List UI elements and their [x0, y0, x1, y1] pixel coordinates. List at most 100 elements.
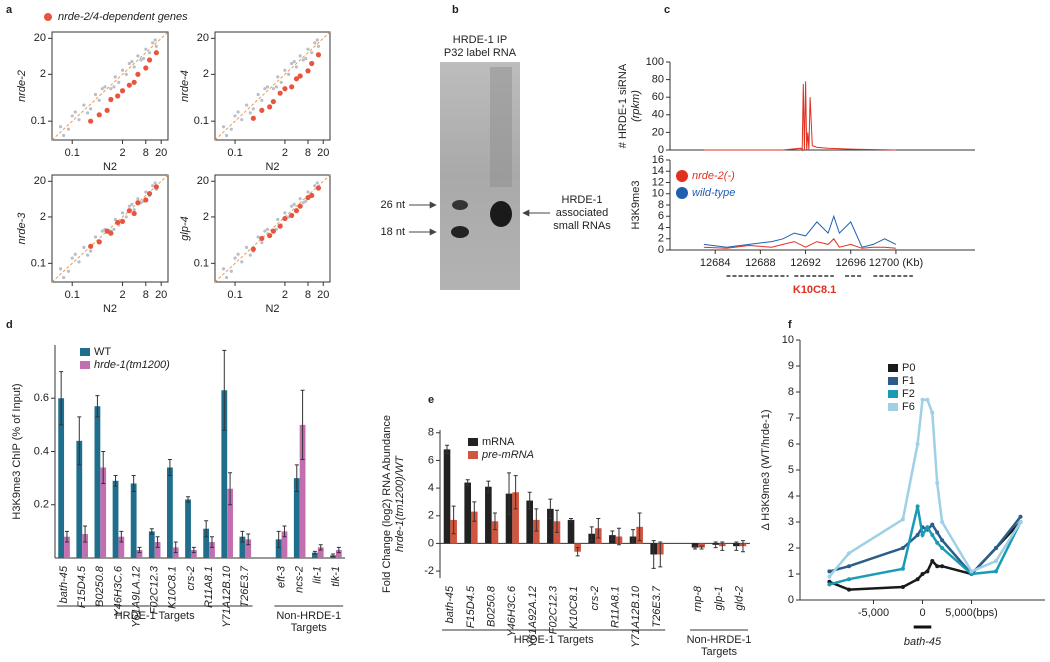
marker	[925, 397, 930, 402]
error-bar	[240, 530, 245, 543]
bar	[118, 536, 125, 558]
bar	[317, 547, 324, 558]
y-tick-label: 0.6	[34, 392, 49, 404]
point	[96, 239, 102, 245]
legend-label: WT	[94, 346, 111, 358]
point	[309, 192, 315, 199]
x-tick-label: 2	[119, 147, 125, 159]
point	[146, 191, 153, 197]
point	[316, 44, 321, 48]
point	[310, 51, 314, 55]
point	[153, 50, 159, 56]
point	[283, 68, 287, 72]
point	[130, 60, 134, 64]
error-bar	[658, 541, 663, 568]
point	[270, 228, 276, 234]
error-bar	[167, 458, 172, 476]
x-tick-label: K10C8.1	[167, 566, 179, 609]
error-bar	[64, 530, 69, 543]
point	[274, 85, 279, 89]
x-tick-label: Y46H3C.6	[506, 585, 518, 637]
marker	[847, 551, 851, 556]
legend-swatch	[676, 187, 688, 199]
point	[276, 217, 280, 222]
x-tick-label: Y61A92A.12	[527, 586, 539, 648]
point	[100, 229, 104, 233]
y-tick-label: 2	[203, 211, 209, 223]
error-bar	[137, 546, 142, 554]
size-marker: 18 nt	[381, 226, 405, 238]
x-tick-label: T26E3.7	[651, 585, 663, 627]
point	[263, 87, 267, 91]
legend-swatch	[676, 170, 688, 182]
y-tick-label: 6	[658, 210, 664, 222]
error-bar	[472, 501, 477, 522]
point	[289, 84, 295, 90]
point	[135, 200, 141, 206]
y-axis-label: # HRDE-1 siRNA	[617, 63, 629, 148]
point	[62, 133, 66, 138]
point	[229, 269, 233, 273]
bar	[190, 550, 197, 558]
gel-band	[452, 200, 468, 210]
y-tick-label: 8	[788, 386, 794, 398]
bar	[94, 406, 101, 558]
bar	[443, 449, 451, 544]
y-axis-label: Fold Change (log2) RNA Abundance	[381, 415, 393, 593]
x-tick-label: 20	[317, 147, 329, 159]
bar	[154, 542, 161, 558]
marker	[915, 533, 920, 537]
marker	[994, 546, 998, 550]
point	[73, 252, 77, 256]
legend-label: hrde-1(tm1200)	[94, 359, 170, 371]
error-bar	[445, 444, 450, 455]
bar	[221, 390, 228, 558]
marker	[847, 577, 851, 582]
point	[304, 199, 308, 203]
point	[58, 125, 63, 129]
y-axis-label: nrde-2	[16, 70, 28, 102]
point	[265, 227, 270, 231]
y-tick-label: 2	[203, 68, 209, 80]
legend-swatch	[80, 361, 90, 369]
x-tick-label: gld-2	[734, 586, 746, 610]
panel-label: d	[6, 319, 13, 331]
point	[313, 184, 317, 188]
marker	[915, 442, 920, 446]
point	[86, 253, 90, 257]
size-marker: 26 nt	[381, 199, 405, 211]
legend-swatch	[888, 377, 898, 385]
x-tick-label: rnp-8	[692, 585, 704, 612]
point	[304, 56, 308, 61]
point	[82, 245, 86, 250]
marker	[994, 569, 998, 574]
x-tick-label: 8	[143, 147, 149, 159]
error-bar	[740, 540, 745, 553]
point	[120, 211, 125, 215]
legend-swatch	[888, 403, 898, 411]
x-tick-label: B0250.8	[486, 585, 498, 627]
marker	[900, 517, 905, 522]
x-axis-label: N2	[103, 303, 117, 315]
point	[313, 41, 317, 45]
point	[108, 230, 114, 236]
x-tick-label: tlk-1	[330, 566, 342, 587]
bar	[245, 539, 252, 558]
y-axis-label: nrde-4	[179, 70, 191, 102]
error-bar	[486, 480, 491, 493]
point	[309, 60, 315, 67]
bar	[82, 534, 88, 558]
point	[260, 98, 264, 102]
bar	[227, 488, 233, 558]
point	[221, 125, 226, 129]
point	[224, 275, 229, 280]
marker	[1018, 514, 1023, 519]
marker	[940, 538, 945, 543]
point	[292, 60, 296, 64]
point	[104, 107, 110, 113]
point	[117, 80, 121, 84]
x-tick-label: crs-2	[589, 586, 601, 610]
marker	[900, 566, 905, 571]
marker	[900, 585, 905, 589]
x-tick-label: F15D4.5	[465, 585, 477, 628]
